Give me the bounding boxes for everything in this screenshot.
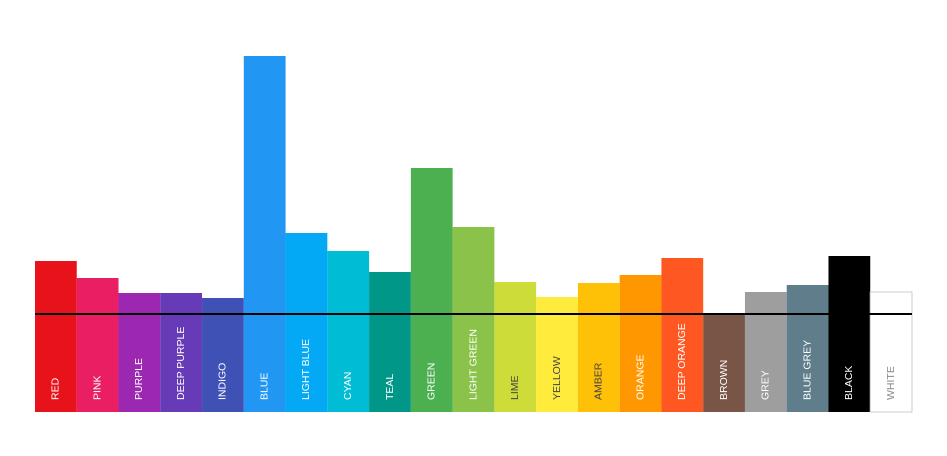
bar-label: BLUE GREY [801,340,813,400]
bar [35,261,77,412]
bar-label: LIME [509,375,521,400]
bar-label: CYAN [342,372,354,400]
bar [703,313,745,412]
bar-label: PINK [91,375,103,400]
bar-label: INDIGO [217,363,229,400]
bar-label: RED [50,377,62,400]
bar [76,278,119,412]
bar [577,283,620,412]
bar-label: BLUE [258,373,270,400]
bar-label: WHITE [885,366,897,400]
bar-label: BLACK [843,366,855,400]
bar-label: DEEP ORANGE [676,323,688,400]
bar [661,258,704,412]
bar [828,256,871,412]
bar-label: GREEN [426,363,438,400]
bar [118,293,161,412]
bar-label: AMBER [593,362,605,400]
bar [410,168,453,412]
bar [536,297,578,412]
bar [369,272,411,412]
bar-label: LIGHT GREEN [467,329,479,400]
bar-label: TEAL [384,374,396,400]
bar-label: DEEP PURPLE [175,327,187,400]
bar [160,293,203,412]
bar-label: ORANGE [634,354,646,400]
bar [494,282,537,412]
bar [744,292,787,412]
bar [285,233,328,412]
bar [786,285,829,412]
bar-label: PURPLE [133,358,145,400]
bar-label: LIGHT BLUE [300,339,312,400]
bar [452,227,495,412]
bar [327,251,370,412]
bar [243,56,286,412]
bar [619,275,662,412]
bar [202,298,244,412]
bar [869,291,913,413]
bar-label: BROWN [718,360,730,400]
bar-label: GREY [760,370,772,400]
bar-label: YELLOW [551,356,563,400]
